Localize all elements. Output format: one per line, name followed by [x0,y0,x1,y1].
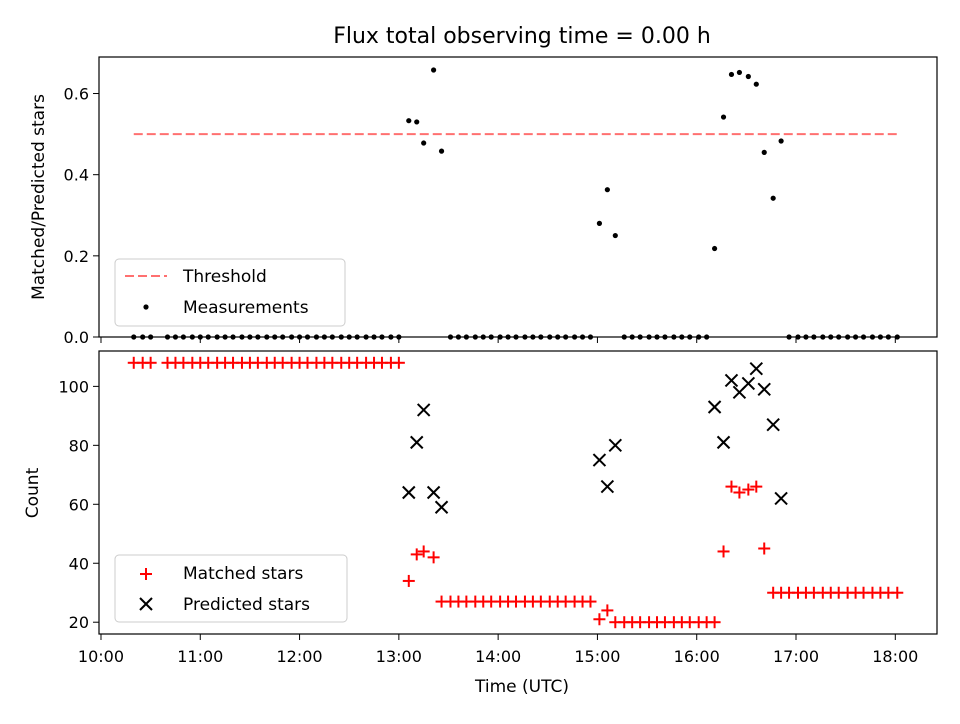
bottom-x-tick-label: 17:00 [773,647,819,666]
bottom-x-tick-label: 13:00 [376,647,422,666]
bottom-plot-frame [98,350,938,635]
matched-star-point [402,574,415,587]
top-y-tick-label: 0.4 [64,166,89,185]
top-legend: Threshold Measurements [114,258,346,327]
bottom-ylabel: Count [23,467,43,518]
measurement-point [736,69,743,76]
bottom-y-tick-label: 80 [69,436,89,455]
matched-star-point [717,545,730,558]
bottom-x-tick-label: 15:00 [574,647,620,666]
top-x-ticks [100,337,896,343]
legend-measurements-label: Measurements [183,298,309,318]
measurement-point [431,67,437,73]
predicted-star-point [766,417,780,432]
matched-star-point [427,551,440,564]
measurement-point [406,118,412,124]
measurement-point [761,149,767,155]
predicted-star-point [600,479,615,494]
predicted-star-point [608,438,623,453]
matched-star-point [758,542,771,555]
bottom-x-tick-label: 11:00 [177,647,223,666]
top-ylabel: Matched/Predicted stars [29,94,49,300]
chart-title: Flux total observing time = 0.00 h [333,24,711,49]
bottom-x-tick-label: 18:00 [872,647,918,666]
predicted-star-point [724,373,739,388]
measurement-point [421,140,427,146]
predicted-stars-points [402,361,788,514]
legend-matched-label: Matched stars [183,564,303,584]
legend-matched-swatch [140,568,152,580]
predicted-star-point [426,485,441,500]
matched-star-point [708,616,721,629]
matched-star-point [891,586,904,599]
matched-star-point [144,356,157,369]
legend-predicted-label: Predicted stars [183,595,310,615]
bottom-x-tick-label: 12:00 [277,647,323,666]
top-legend-box [114,258,346,327]
matched-star-point [392,356,405,369]
measurement-point [438,148,445,154]
predicted-star-point [592,453,607,467]
bottom-y-ticks: 20 40 60 80 100 [58,377,99,632]
measurement-point [728,71,735,78]
top-y-tick-label: 0.2 [64,247,89,266]
predicted-star-point [707,400,722,414]
bottom-y-tick-label: 40 [69,554,89,573]
bottom-x-tick-label: 10:00 [78,647,124,666]
bottom-x-ticks: 10:00 11:00 12:00 13:00 14:00 15:00 16:00 17:00… [78,634,918,666]
legend-threshold-label: Threshold [182,267,267,287]
matched-star-point [742,483,755,496]
predicted-star-point [774,491,788,506]
bottom-y-tick-label: 20 [69,613,89,632]
measurement-points [131,67,900,340]
legend-predicted-swatch [139,597,153,611]
matched-star-point [725,480,738,493]
top-panel: Matched/Predicted stars 0.0 0.2 0.4 0.6 Thr… [29,56,938,347]
matched-star-point [417,545,430,558]
measurement-point [604,187,610,193]
matched-star-point [584,595,597,608]
measurement-point [778,138,784,144]
matched-star-point [410,548,423,561]
top-y-ticks: 0.0 0.2 0.4 0.6 [64,85,99,347]
measurement-point [414,119,420,125]
bottom-legend-box [114,554,348,623]
bottom-y-tick-label: 100 [58,377,89,396]
measurement-point [770,195,776,201]
predicted-star-point [757,382,771,397]
bottom-y-tick-label: 60 [69,495,89,514]
top-plot-frame [98,56,938,338]
measurement-point [596,220,603,226]
matched-stars-points [127,356,904,629]
bottom-xlabel: Time (UTC) [474,677,569,697]
legend-measurements-swatch [143,304,149,310]
matched-star-point [733,486,746,499]
predicted-star-point [749,361,764,376]
top-y-tick-label: 0.6 [64,85,89,104]
bottom-legend: Matched stars Predicted stars [114,554,348,623]
predicted-star-point [741,376,756,391]
measurement-point [745,73,751,80]
bottom-x-tick-label: 14:00 [475,647,521,666]
predicted-star-point [402,485,416,500]
predicted-star-point [410,435,424,450]
bottom-x-tick-label: 16:00 [674,647,720,666]
measurement-point [753,81,759,87]
predicted-star-point [416,403,431,417]
measurement-point [720,114,727,120]
top-y-tick-label: 0.0 [64,328,89,347]
matched-star-point [593,613,606,626]
measurement-point [612,232,618,239]
matched-star-point [601,604,614,617]
predicted-star-point [434,500,449,514]
measurement-point [711,245,718,252]
predicted-star-point [716,435,731,450]
matched-star-point [750,480,763,493]
